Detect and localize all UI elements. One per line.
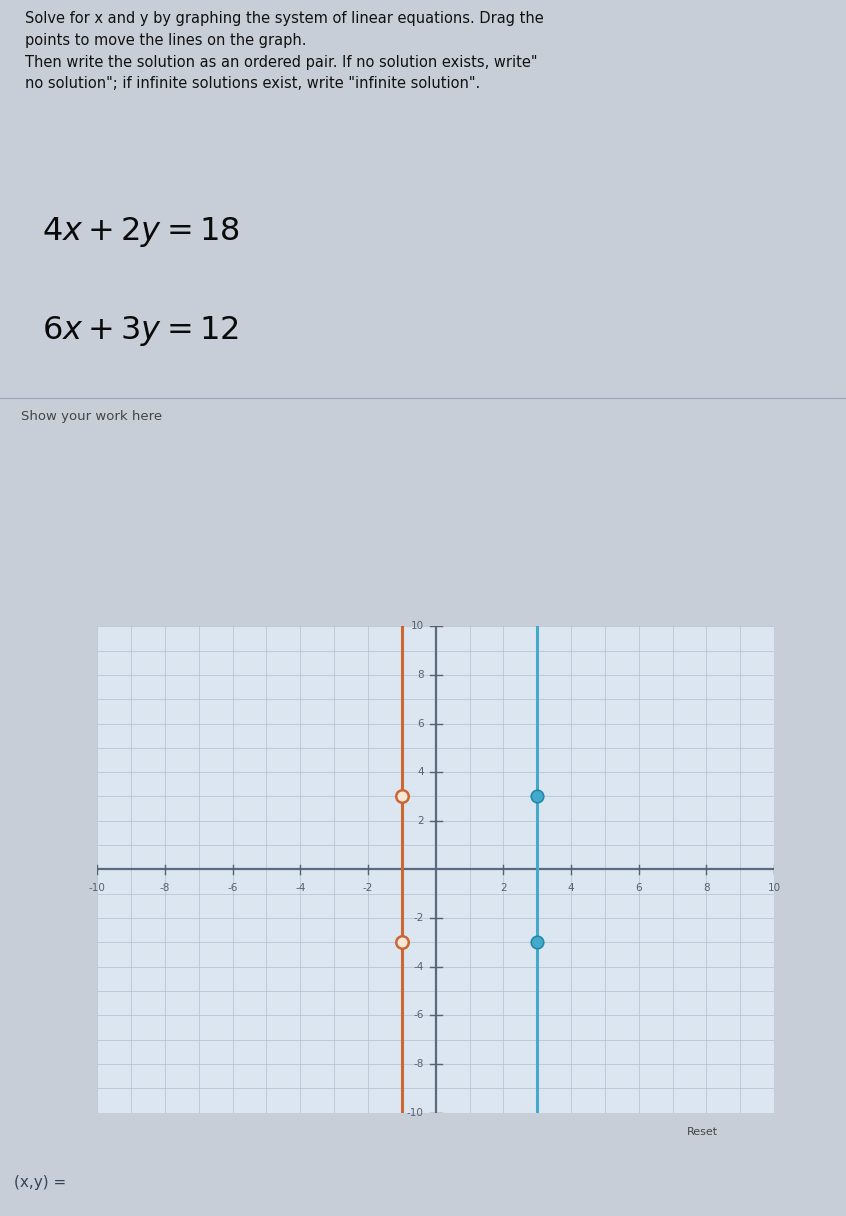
Text: $6x + 3y = 12$: $6x + 3y = 12$ (42, 314, 239, 348)
Text: -2: -2 (363, 883, 373, 893)
Text: (x,y) =: (x,y) = (14, 1175, 66, 1190)
Text: -10: -10 (89, 883, 106, 893)
Text: -6: -6 (228, 883, 238, 893)
Text: 4: 4 (417, 767, 424, 777)
Text: -6: -6 (414, 1010, 424, 1020)
Text: 2: 2 (500, 883, 507, 893)
Text: 6: 6 (417, 719, 424, 728)
Text: Show your work here: Show your work here (21, 410, 162, 423)
Text: 10: 10 (767, 883, 781, 893)
Text: -4: -4 (295, 883, 305, 893)
Text: 8: 8 (703, 883, 710, 893)
Text: 6: 6 (635, 883, 642, 893)
Text: 4: 4 (568, 883, 574, 893)
Text: 2: 2 (417, 816, 424, 826)
Text: 8: 8 (417, 670, 424, 680)
Text: -8: -8 (414, 1059, 424, 1069)
Text: -8: -8 (160, 883, 170, 893)
Text: Reset: Reset (687, 1127, 717, 1137)
Text: Solve for x and y by graphing the system of linear equations. Drag the
points to: Solve for x and y by graphing the system… (25, 11, 544, 91)
Text: -4: -4 (414, 962, 424, 972)
Text: 10: 10 (410, 621, 424, 631)
Text: -10: -10 (407, 1108, 424, 1118)
Text: -2: -2 (414, 913, 424, 923)
Text: $4x + 2y = 18$: $4x + 2y = 18$ (42, 214, 240, 248)
